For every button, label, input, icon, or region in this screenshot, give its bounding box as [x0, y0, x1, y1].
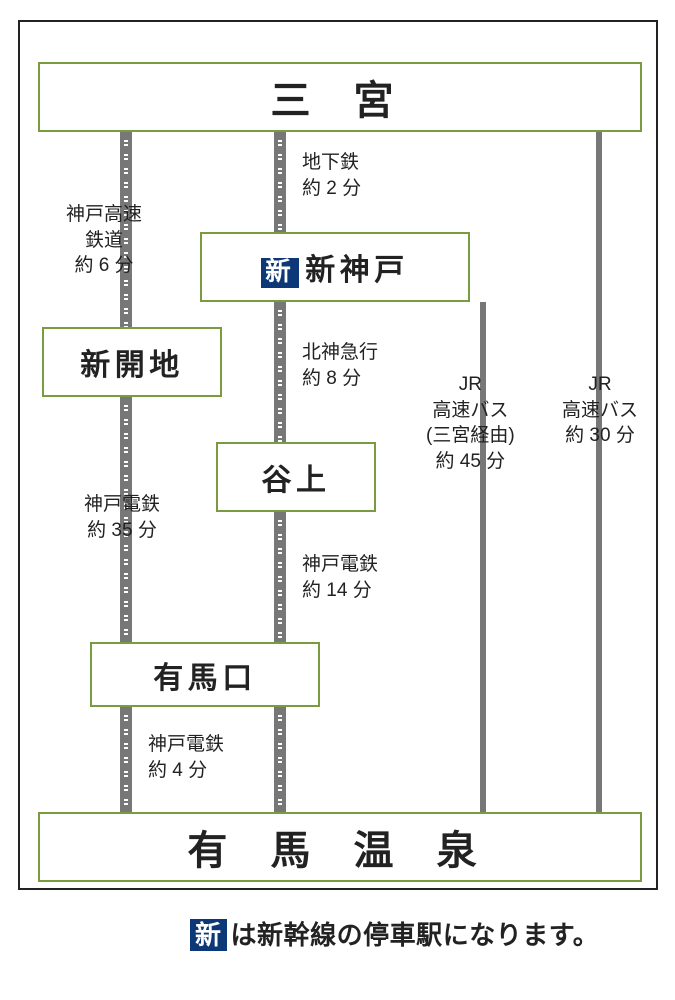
- track-kobe-dentetsu-14: [274, 512, 286, 642]
- station-shinkobe: 新新神戸: [200, 232, 470, 302]
- station-arimaonsen: 有 馬 温 泉: [38, 812, 642, 882]
- label-subway: 地下鉄約 2 分: [302, 150, 361, 201]
- station-label: 有 馬 温 泉: [187, 818, 492, 876]
- label-hokushin: 北神急行約 8 分: [302, 340, 378, 391]
- station-label: 三 宮: [270, 68, 409, 126]
- station-label: 新神戸: [305, 254, 409, 287]
- station-arimaguchi: 有馬口: [90, 642, 320, 707]
- legend-text: は新幹線の停車駅になります。: [231, 920, 600, 950]
- station-sannomiya: 三 宮: [38, 62, 642, 132]
- busline-jr-direct: [596, 132, 602, 812]
- track-hokushin: [274, 302, 286, 442]
- track-kobe-dentetsu-4-left: [120, 707, 132, 812]
- shinkansen-badge-icon: 新: [261, 258, 299, 288]
- legend-shinkansen: 新は新幹線の停車駅になります。: [190, 915, 599, 952]
- station-label: 新開地: [80, 340, 184, 384]
- label-kobe-dentetsu-14: 神戸電鉄約 14 分: [302, 552, 378, 603]
- label-kobe-kosoku: 神戸高速鉄道約 6 分: [66, 202, 142, 279]
- label-jr-via: JR高速バス(三宮経由)約 45 分: [426, 372, 515, 475]
- track-subway: [274, 132, 286, 232]
- track-kobe-dentetsu-4-right: [274, 707, 286, 812]
- label-kobe-dentetsu-4: 神戸電鉄約 4 分: [148, 732, 224, 783]
- station-shinkaichi: 新開地: [42, 327, 222, 397]
- station-label: 谷上: [262, 455, 331, 499]
- route-diagram: 三 宮 新新神戸 新開地 谷上 有馬口 有 馬 温 泉 地下鉄約 2 分 神戸高…: [18, 20, 658, 890]
- station-label: 有馬口: [153, 653, 257, 697]
- label-kobe-dentetsu-35: 神戸電鉄約 35 分: [84, 492, 160, 543]
- label-jr-direct: JR高速バス約 30 分: [562, 372, 638, 449]
- shinkansen-badge-icon: 新: [190, 919, 227, 951]
- station-tanigami: 谷上: [216, 442, 376, 512]
